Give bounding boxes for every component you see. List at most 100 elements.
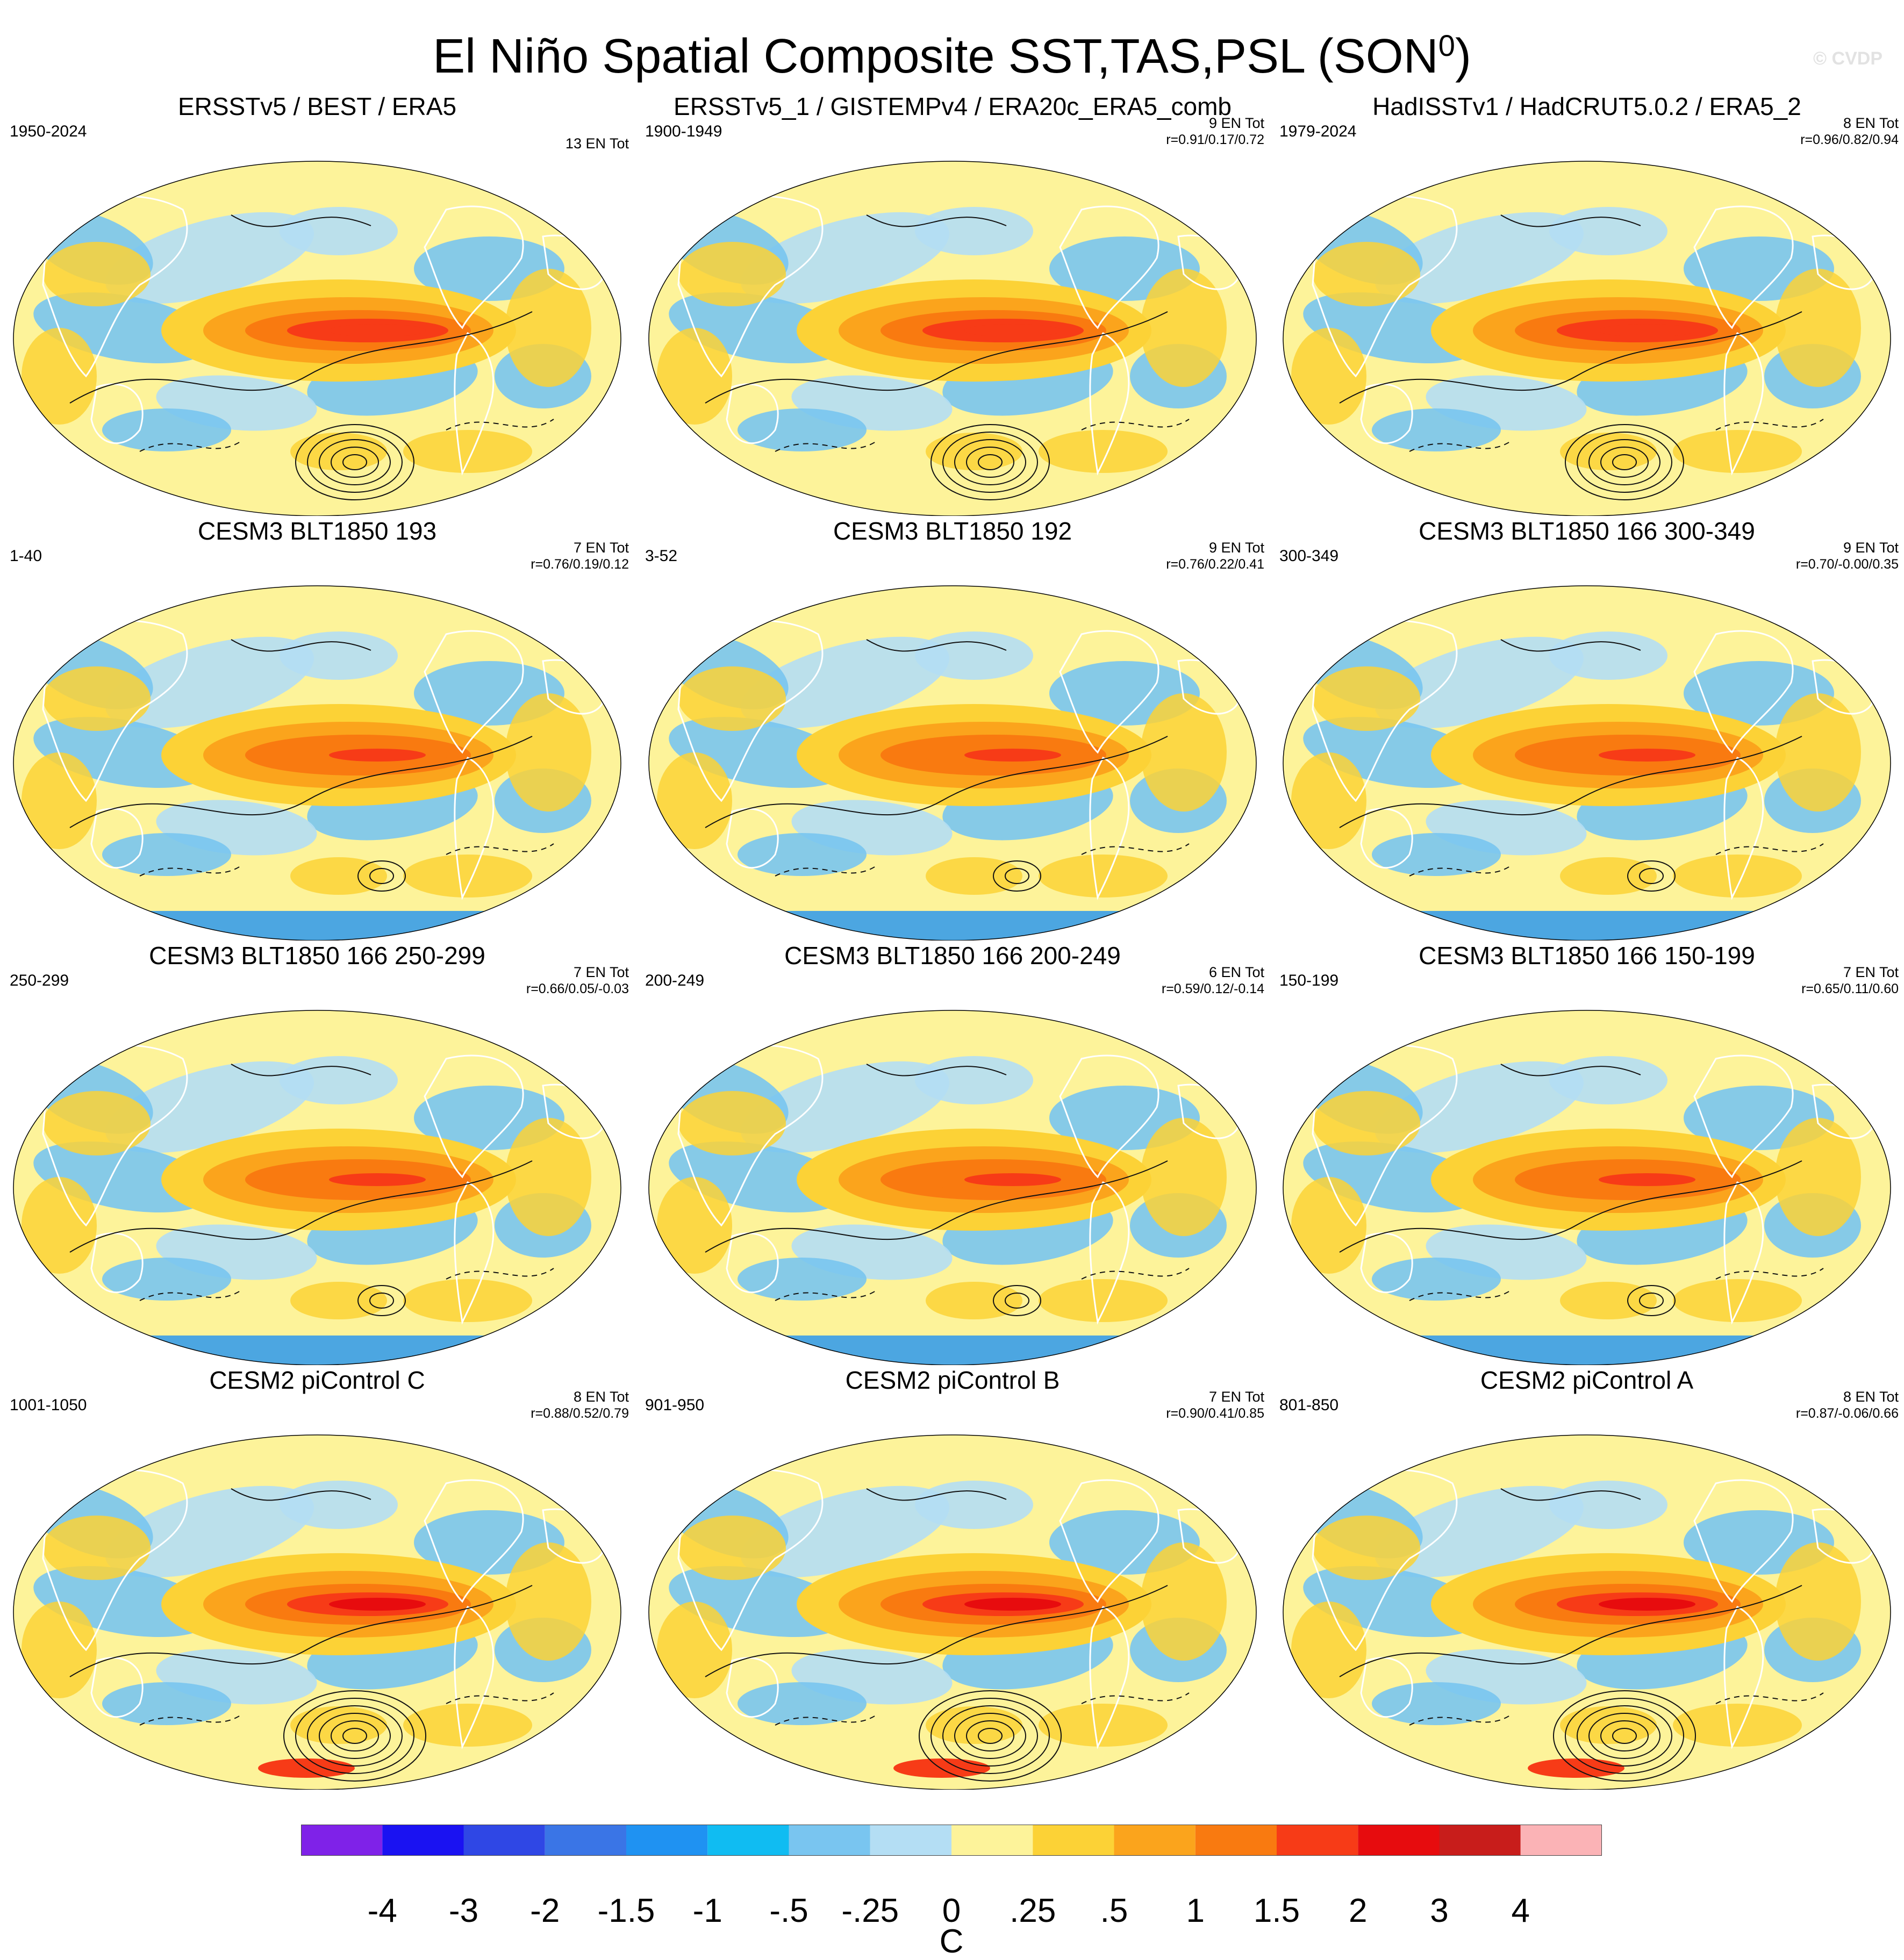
warm-anomaly-region [1291, 752, 1366, 849]
panel-years: 1979-2024 [1279, 123, 1357, 140]
map-border [13, 1010, 621, 1365]
cool-anomaly-region [1375, 636, 1584, 729]
robinson-map [13, 1010, 621, 1365]
continent-outline [454, 1605, 495, 1749]
map-border [648, 585, 1257, 940]
panel-event-count: 9 EN Tot [1208, 540, 1264, 556]
warm-anomaly-region [1775, 269, 1861, 387]
psl-contour [978, 1728, 1003, 1744]
psl-contour [954, 1713, 1026, 1759]
psl-contour [69, 1160, 533, 1253]
antarctic-warm-anomaly [1528, 1758, 1624, 1778]
colorbar-swatch [301, 1825, 383, 1856]
psl-contour [69, 736, 533, 828]
cool-anomaly-region [1375, 212, 1584, 304]
panel-years: 1-40 [10, 547, 42, 565]
psl-contour-negative [446, 419, 554, 430]
panel-event-count: 9 EN Tot [1208, 115, 1264, 131]
psl-contour [1639, 868, 1664, 884]
panel-pattern-correlation: r=0.76/0.22/0.41 [1166, 557, 1264, 572]
cool-anomaly-region [1372, 833, 1501, 876]
psl-contour-negative [446, 843, 554, 855]
panel-pattern-correlation: r=0.59/0.12/-0.14 [1161, 981, 1264, 996]
panel-years: 901-950 [645, 1396, 705, 1414]
panel-pattern-correlation: r=0.65/0.11/0.60 [1801, 981, 1899, 996]
colorbar-tick-label: .25 [1010, 1892, 1056, 1929]
panel-event-count: 7 EN Tot [1208, 1389, 1264, 1405]
warm-anomaly-region [1313, 1516, 1420, 1580]
continent-outline [726, 1657, 779, 1718]
psl-contour [993, 860, 1041, 892]
warm-anomaly-region [403, 1279, 532, 1322]
psl-contour [1565, 424, 1684, 500]
psl-contour [1588, 1713, 1660, 1759]
psl-contour [1339, 311, 1802, 404]
continent-outline [424, 630, 524, 754]
psl-contour [1577, 432, 1672, 493]
southern-ocean-cooling [13, 911, 621, 940]
warm-anomaly-region [22, 1602, 97, 1698]
psl-contour [1500, 639, 1641, 652]
warm-anomaly-region [1141, 693, 1227, 812]
psl-contour-negative [1081, 1268, 1190, 1280]
panel-years: 1001-1050 [10, 1396, 87, 1414]
southern-ocean-cooling [13, 1336, 621, 1365]
continent-outline [90, 1232, 144, 1294]
colorbar-tick-label: -1 [692, 1892, 722, 1929]
enso-warm-tongue [329, 749, 426, 762]
warm-anomaly-region [43, 1516, 151, 1580]
continent-outline [1089, 332, 1130, 476]
panel-years: 3-52 [645, 547, 678, 565]
map-border [1283, 585, 1891, 940]
enso-warm-tongue [964, 1173, 1061, 1186]
warm-anomaly-region [1039, 1704, 1168, 1747]
psl-contour-negative [775, 865, 878, 877]
warm-anomaly-region [403, 430, 532, 473]
cool-anomaly-region [738, 1682, 867, 1725]
psl-contour-negative [775, 440, 878, 452]
robinson-map [1283, 1434, 1891, 1790]
map-panel: CESM3 BLT1850 166 200-249 200-249 6 EN Tot… [635, 940, 1270, 1365]
psl-contour [1005, 1293, 1029, 1309]
psl-contour [357, 1285, 406, 1316]
warm-anomaly-region [1673, 1704, 1802, 1747]
panel-event-count: 6 EN Tot [1208, 964, 1264, 980]
warm-anomaly-region [1141, 269, 1227, 387]
map-panel: CESM3 BLT1850 166 250-299 250-299 7 EN Tot… [0, 940, 634, 1365]
colorbar-swatch [382, 1825, 464, 1856]
psl-contour [1627, 1285, 1676, 1316]
warm-anomaly-region [926, 1282, 1022, 1319]
robinson-map [1283, 1010, 1891, 1365]
colorbar-tick-label: -2 [530, 1892, 560, 1929]
panel-title: HadISSTv1 / HadCRUT5.0.2 / ERA5_2 [1372, 92, 1801, 120]
robinson-map [648, 161, 1257, 516]
continent-outline [1360, 1232, 1413, 1294]
enso-warm-tongue [1599, 749, 1695, 762]
psl-contour-negative [1409, 865, 1512, 877]
warm-anomaly-region [1141, 1542, 1227, 1661]
cool-anomaly-region [740, 636, 950, 729]
psl-contour [69, 1585, 533, 1677]
panel-pattern-correlation: r=0.76/0.19/0.12 [531, 557, 629, 572]
colorbar-tick-label: -1.5 [597, 1892, 655, 1929]
southern-ocean-cooling [1283, 911, 1891, 940]
colorbar-tick-label: 3 [1430, 1892, 1449, 1929]
enso-warm-tongue [1599, 324, 1695, 337]
continent-outline [726, 383, 779, 444]
figure-title-superscript: 0 [1438, 28, 1455, 62]
colorbar-swatch [1358, 1825, 1440, 1856]
psl-contour [283, 1690, 426, 1782]
southern-ocean-cooling [649, 1336, 1256, 1365]
antarctic-warm-anomaly [258, 1758, 355, 1778]
cool-anomaly-region [102, 833, 231, 876]
map-border [648, 161, 1257, 516]
panel-years: 150-199 [1279, 972, 1339, 989]
psl-contour [319, 1713, 391, 1759]
map-border [1283, 1010, 1891, 1365]
psl-contour [331, 447, 379, 478]
warm-anomaly-region [1291, 328, 1366, 425]
cool-anomaly-region [280, 1481, 398, 1529]
panel-title: CESM2 piControl C [209, 1366, 425, 1394]
map-border [1283, 161, 1891, 516]
continent-outline [1089, 1605, 1130, 1749]
